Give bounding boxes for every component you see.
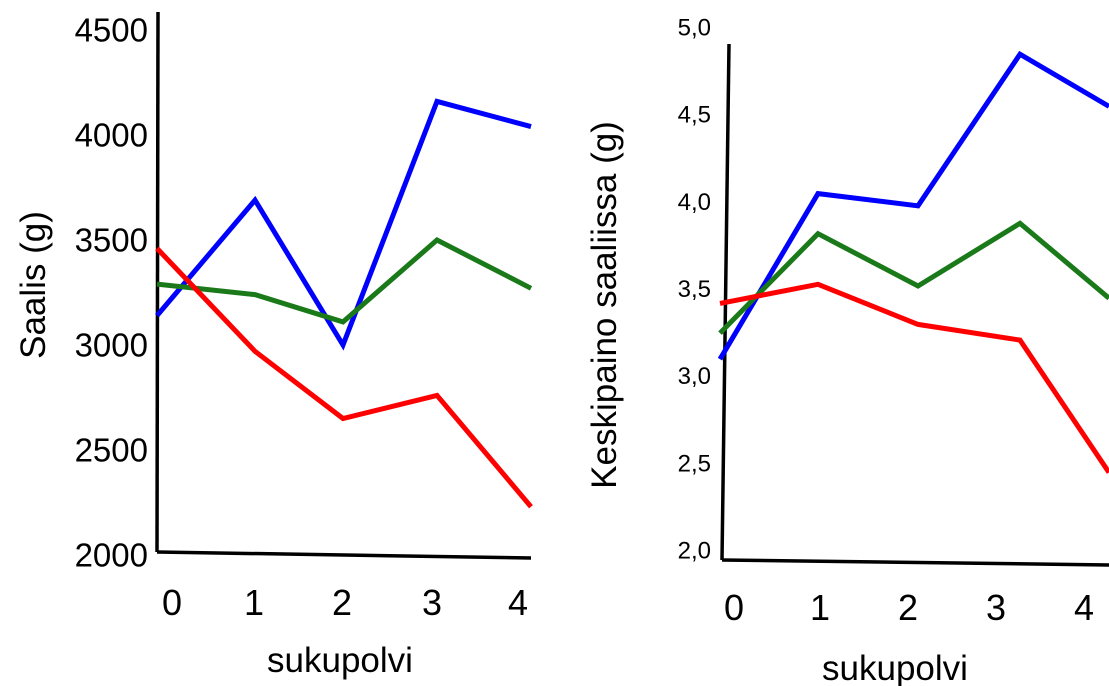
chart-avg-weight-y-axis-label: Keskipaino saaliissa (g) xyxy=(585,121,624,489)
chart-avg-weight-y-tick-label: 2,5 xyxy=(678,450,711,477)
chart-catch-x-tick-label: 1 xyxy=(244,582,264,623)
chart-catch-series-blue-line xyxy=(155,98,532,351)
chart-avg-weight-y-tick-label: 4,0 xyxy=(678,189,711,216)
chart-avg-weight-series-blue-line xyxy=(717,50,1109,361)
chart-catch-series-red-line xyxy=(155,246,533,509)
chart-catch-y-axis-label: Saalis (g) xyxy=(14,211,53,359)
chart-catch-x-tick-label: 4 xyxy=(508,582,528,623)
chart-avg-weight-x-axis-label: sukupolvi xyxy=(822,649,968,686)
chart-catch-x-axis-label: sukupolvi xyxy=(267,641,413,680)
chart-catch-x-axis xyxy=(156,550,532,560)
chart-catch-y-tick-label: 3000 xyxy=(75,327,148,364)
chart-catch-y-tick-label: 2500 xyxy=(75,432,148,469)
chart-catch-series-green-line xyxy=(156,237,533,325)
chart-catch-y-tick-label: 3500 xyxy=(75,222,148,259)
chart-catch-y-tick-label: 4500 xyxy=(75,12,148,49)
chart-avg-weight: Keskipaino saaliissa (g) sukupolvi 2,0 2,… xyxy=(585,15,1109,686)
chart-avg-weight-x-tick-label: 2 xyxy=(898,587,918,628)
chart-avg-weight-x-tick-label: 1 xyxy=(810,587,830,628)
chart-avg-weight-y-tick-label: 2,0 xyxy=(678,538,711,565)
chart-avg-weight-y-tick-label: 5,0 xyxy=(678,15,711,42)
chart-avg-weight-series-green-line xyxy=(718,220,1109,335)
chart-avg-weight-x-axis xyxy=(721,558,1109,567)
chart-avg-weight-x-tick-label: 4 xyxy=(1074,587,1094,628)
chart-catch-y-tick-label: 2000 xyxy=(75,537,148,574)
chart-avg-weight-x-tick-label: 0 xyxy=(724,587,744,628)
chart-catch: Saalis (g) sukupolvi 2000 2500 3000 3500 400… xyxy=(14,12,533,680)
chart-catch-x-tick-label: 3 xyxy=(422,582,442,623)
chart-avg-weight-x-tick-label: 3 xyxy=(986,587,1006,628)
chart-avg-weight-y-tick-label: 4,5 xyxy=(678,102,711,129)
chart-avg-weight-y-tick-label: 3,5 xyxy=(678,276,711,303)
chart-avg-weight-y-tick-label: 3,0 xyxy=(678,363,711,390)
chart-catch-x-tick-label: 2 xyxy=(332,582,352,623)
chart-catch-y-tick-label: 4000 xyxy=(75,117,148,154)
chart-catch-x-tick-label: 0 xyxy=(162,582,182,623)
chart-avg-weight-series-red-line xyxy=(719,281,1109,474)
